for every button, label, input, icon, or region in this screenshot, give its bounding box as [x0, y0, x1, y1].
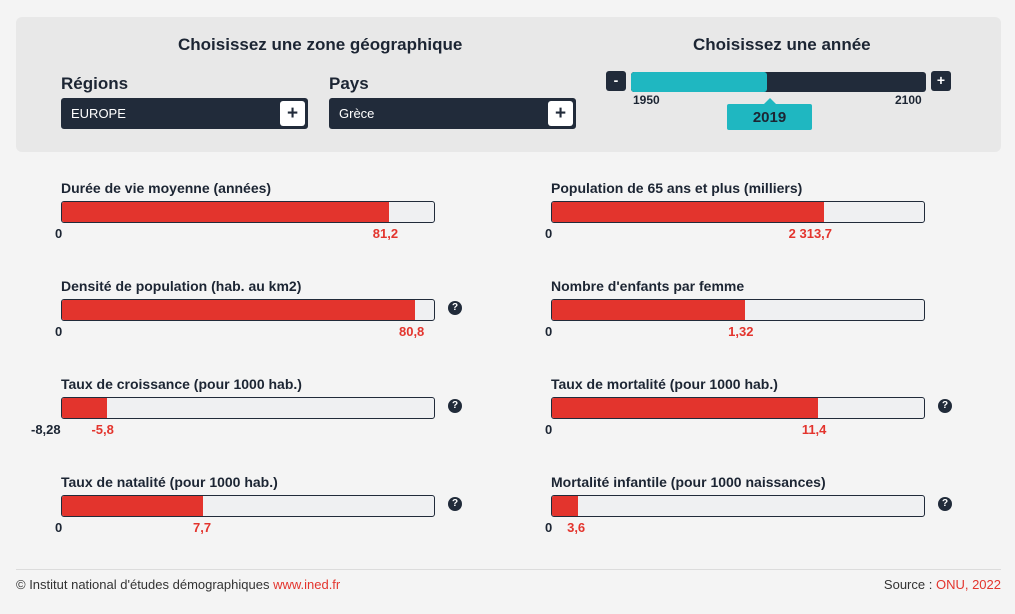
indicator-min-label: 0 [545, 324, 553, 339]
indicator-taux-de-natalite-pour-1000-hab: Taux de natalité (pour 1000 hab.) 0 7,7? [55, 474, 491, 544]
indicator-bar [551, 201, 925, 223]
year-title: Choisissez une année [693, 35, 871, 54]
indicator-bar-fill [62, 300, 416, 320]
indicator-taux-de-mortalite-pour-1000-hab: Taux de mortalité (pour 1000 hab.) 0 11,4? [545, 376, 981, 446]
year-current-value: 2019 [727, 98, 812, 130]
indicator-bar [61, 397, 435, 419]
indicator-bar [61, 495, 435, 517]
year-slider[interactable] [631, 72, 926, 92]
indicator-title: Durée de vie moyenne (années) [61, 180, 272, 196]
country-select[interactable]: Grèce + [329, 98, 576, 129]
indicator-bar-fill [62, 202, 390, 222]
indicator-bar [61, 201, 435, 223]
indicator-bar-fill [552, 496, 579, 516]
indicator-bar-fill [62, 496, 204, 516]
indicator-densite-de-population-hab-au-km2: Densité de population (hab. au km2) 0 80,8… [55, 278, 491, 348]
footer-source: Source : ONU, 2022 [884, 577, 1001, 592]
help-icon[interactable]: ? [938, 399, 952, 413]
help-icon[interactable]: ? [938, 497, 952, 511]
indicator-taux-de-croissance-pour-1000-hab: Taux de croissance (pour 1000 hab.) -8,28… [31, 376, 491, 446]
indicator-value-label: 80,8 [398, 324, 425, 339]
indicator-title: Taux de croissance (pour 1000 hab.) [61, 376, 302, 392]
zone-title: Choisissez une zone géographique [178, 35, 463, 54]
indicator-min-label: 0 [55, 226, 63, 241]
footer-divider [16, 569, 1001, 570]
indicator-title: Population de 65 ans et plus (milliers) [551, 180, 803, 196]
help-icon[interactable]: ? [448, 301, 462, 315]
indicator-value-label: 1,32 [728, 324, 754, 339]
indicator-min-label: 0 [545, 226, 553, 241]
source-link[interactable]: ONU, 2022 [935, 577, 1001, 592]
region-expand-button[interactable]: + [280, 101, 305, 126]
indicator-value-label: 7,7 [193, 520, 212, 535]
indicator-title: Taux de natalité (pour 1000 hab.) [61, 474, 278, 490]
indicator-nombre-d-enfants-par-femme: Nombre d'enfants par femme 0 1,32 [545, 278, 981, 348]
indicator-title: Nombre d'enfants par femme [551, 278, 745, 294]
indicator-min-label: 0 [55, 520, 63, 535]
year-slider-fill [631, 72, 767, 92]
country-label: Pays [329, 74, 369, 93]
indicator-value-label: 3,6 [567, 520, 586, 535]
footer-credit: © Institut national d'études démographiq… [16, 577, 340, 592]
country-expand-button[interactable]: + [548, 101, 573, 126]
indicator-bar-fill [552, 202, 824, 222]
indicator-title: Densité de population (hab. au km2) [61, 278, 302, 294]
indicator-mortalite-infantile-pour-1000-naissances: Mortalité infantile (pour 1000 naissance… [545, 474, 981, 544]
indicator-bar [551, 495, 925, 517]
regions-label: Régions [61, 74, 129, 93]
indicator-value-label: -5,8 [91, 422, 114, 437]
indicator-bar-fill [62, 398, 107, 418]
indicator-min-label: -8,28 [31, 422, 61, 437]
year-min-label: 1950 [633, 93, 660, 107]
year-max-label: 2100 [895, 93, 922, 107]
copyright-text: © Institut national d'études démographiq… [16, 577, 274, 592]
indicator-bar [551, 397, 925, 419]
indicator-value-label: 81,2 [372, 226, 399, 241]
indicator-population-de-65-ans-et-plus-milliers: Population de 65 ans et plus (milliers) 0… [545, 180, 981, 250]
year-decrement-button[interactable]: - [606, 71, 626, 91]
indicator-min-label: 0 [55, 324, 63, 339]
indicator-title: Taux de mortalité (pour 1000 hab.) [551, 376, 778, 392]
indicator-bar-fill [552, 398, 818, 418]
indicator-bar [551, 299, 925, 321]
indicator-duree-de-vie-moyenne-annees: Durée de vie moyenne (années) 0 81,2 [55, 180, 491, 250]
indicator-bar [61, 299, 435, 321]
country-value: Grèce [339, 106, 375, 121]
region-value: EUROPE [71, 106, 126, 121]
year-increment-button[interactable]: + [931, 71, 951, 91]
indicator-value-label: 11,4 [801, 422, 827, 437]
indicator-bar-fill [552, 300, 746, 320]
ined-link[interactable]: www.ined.fr [273, 577, 341, 592]
indicator-title: Mortalité infantile (pour 1000 naissance… [551, 474, 826, 490]
help-icon[interactable]: ? [448, 399, 462, 413]
indicator-value-label: 2 313,7 [788, 226, 833, 241]
region-select[interactable]: EUROPE + [61, 98, 308, 129]
source-label: Source : [883, 577, 936, 592]
help-icon[interactable]: ? [448, 497, 462, 511]
indicator-min-label: 0 [545, 520, 553, 535]
indicator-min-label: 0 [545, 422, 553, 437]
